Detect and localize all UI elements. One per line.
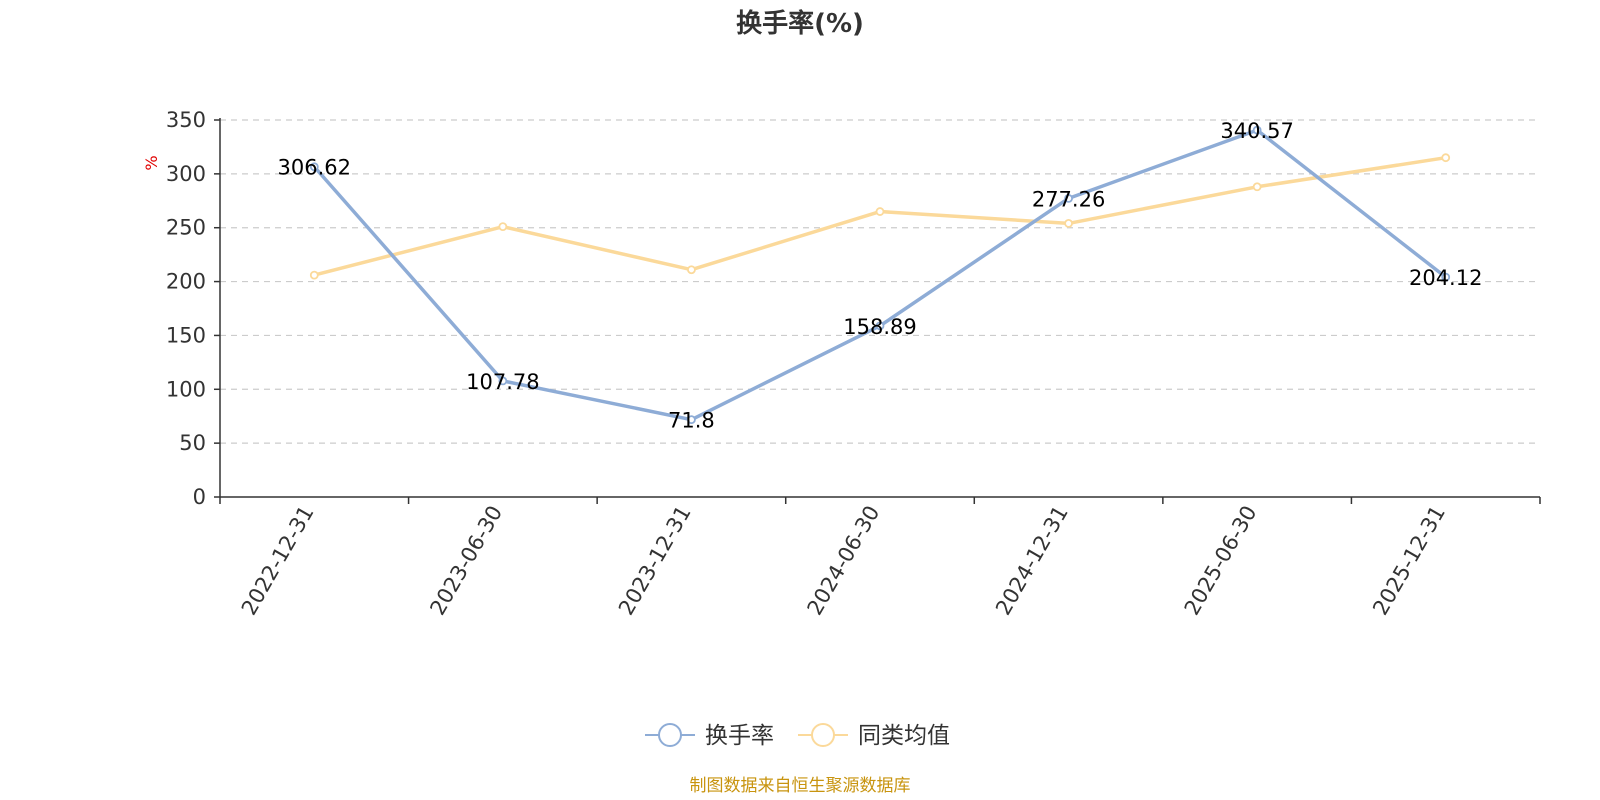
series-0-point-1 [498,376,508,386]
legend-marker-1 [811,723,835,747]
source-note: 制图数据来自恒生聚源数据库 [690,776,911,796]
y-tick-label-6: 300 [166,162,206,186]
x-tick-label-4: 2024-12-31 [991,502,1073,620]
series-1 [309,153,1451,280]
x-tick-label-3: 2024-06-30 [803,502,885,620]
series-1-point-1 [498,222,508,232]
x-tick-label-5: 2025-06-30 [1180,502,1262,620]
y-tick-label-4: 200 [166,270,206,294]
series-0 [309,125,1451,425]
axes [219,118,1540,498]
data-label-5: 340.57 [1220,119,1293,143]
series-line-1 [313,155,1446,277]
x-tick-label-6: 2025-12-31 [1368,502,1450,620]
y-axis-ticks: 0 50 100 150 200 250 300 350 [166,108,220,509]
series-1-point-4 [1064,219,1073,228]
series-1-point-0 [309,270,319,280]
y-tick-label-3: 150 [166,323,206,347]
data-label-0: 306.62 [278,156,351,180]
y-axis-unit: % [142,155,161,170]
legend: 换手率 同类均值 [645,723,950,749]
data-label-2: 71.8 [668,409,715,433]
y-tick-label-5: 250 [166,216,206,240]
series-0-point-6 [1441,272,1451,282]
legend-label-0: 换手率 [705,723,774,749]
series-1-point-6 [1441,153,1451,163]
data-label-3: 158.89 [843,315,916,339]
chart-title: 换手率(%) [736,8,864,39]
y-tick-label-1: 50 [179,431,206,455]
series-0-point-2 [687,415,696,425]
x-axis-ticks: 2022-12-31 2023-06-30 2023-12-31 2024-06-30… [219,497,1541,620]
legend-label-1: 同类均值 [858,723,950,749]
legend-item-1[interactable]: 同类均值 [798,723,950,749]
series-0-point-3 [875,321,885,331]
data-label-6: 204.12 [1409,266,1482,290]
legend-marker-0 [658,723,682,747]
data-label-4: 277.26 [1032,187,1105,211]
x-tick-label-2: 2023-12-31 [614,502,696,620]
series-0-point-4 [1064,193,1073,203]
y-tick-label-7: 350 [166,108,206,132]
data-label-1: 107.78 [466,370,539,394]
series-1-point-5 [1252,182,1262,192]
series-0-point-0 [309,162,319,172]
y-tick-label-0: 0 [193,485,206,509]
grid-lines [220,119,1540,444]
y-tick-label-2: 100 [166,377,206,401]
x-tick-label-1: 2023-06-30 [425,502,507,620]
series-group: 306.62 107.78 71.8 158.89 277.26 340.57 204.12 [278,119,1483,433]
legend-item-0[interactable]: 换手率 [645,723,774,749]
series-0-point-5 [1252,125,1262,135]
series-1-point-3 [875,207,885,216]
series-1-point-2 [687,265,696,275]
x-tick-label-0: 2022-12-31 [237,502,319,620]
